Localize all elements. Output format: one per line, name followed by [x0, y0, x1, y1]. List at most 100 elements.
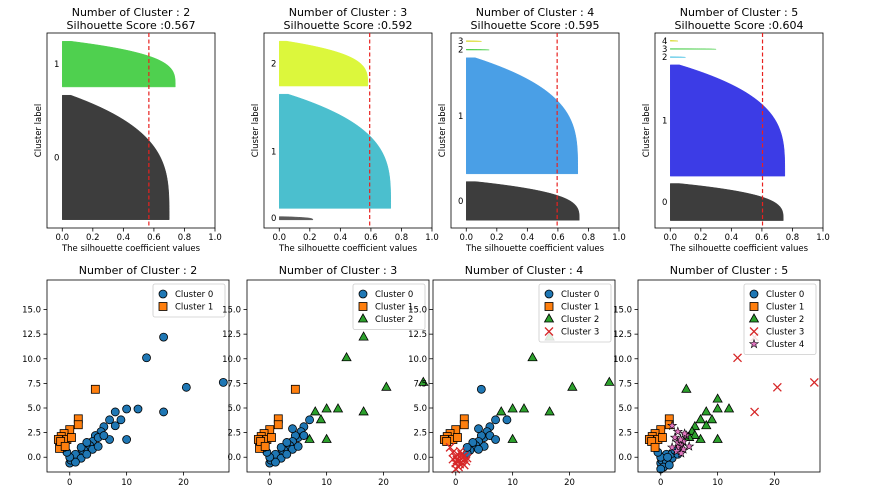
silhouette-cluster-0 — [279, 216, 314, 221]
y-axis-label: Cluster label — [251, 104, 261, 157]
chart-title: Number of Cluster : 2 — [79, 264, 198, 277]
legend-label: Cluster 0 — [766, 290, 804, 300]
data-point — [71, 457, 80, 467]
data-point — [669, 432, 681, 442]
data-point — [723, 403, 735, 413]
y-tick-label: 5.0 — [413, 404, 427, 414]
data-point — [445, 442, 455, 452]
y-tick-label: 7.5 — [227, 379, 241, 389]
data-point — [544, 406, 555, 416]
data-point — [544, 327, 554, 336]
y-tick-label: 15.0 — [408, 306, 427, 316]
axes-frame — [637, 279, 821, 473]
y-tick-label: 2.5 — [27, 429, 41, 439]
cluster-label-text: 3 — [458, 37, 463, 47]
data-point — [453, 433, 462, 442]
y-tick-label: 15.0 — [222, 306, 241, 316]
data-point — [650, 442, 660, 452]
data-point — [733, 353, 742, 363]
x-tick-label: 0.8 — [786, 233, 800, 243]
x-tick-label: 0.6 — [755, 233, 769, 243]
silhouette-cluster-1 — [670, 64, 786, 177]
data-point — [67, 433, 76, 442]
data-point — [105, 415, 114, 425]
data-point — [455, 459, 465, 469]
data-point — [689, 429, 701, 439]
x-tick-label: 20 — [769, 478, 780, 488]
data-point — [459, 420, 469, 430]
y-tick-label: 12.5 — [408, 330, 427, 340]
data-point — [507, 403, 518, 413]
cluster-label-text: 4 — [662, 37, 667, 47]
x-tick-label: 0.0 — [56, 233, 70, 243]
y-tick-label: 2.5 — [413, 429, 427, 439]
data-point — [809, 377, 819, 387]
x-tick-label: 0.8 — [582, 233, 596, 243]
y-tick-label: 15.0 — [613, 306, 632, 316]
data-point — [110, 407, 120, 417]
axes-frame — [46, 32, 216, 229]
data-point — [749, 289, 759, 299]
x-tick-label: 0.4 — [117, 233, 131, 243]
data-point — [701, 419, 712, 430]
x-tick-label: 0.4 — [521, 233, 535, 243]
data-point — [358, 331, 369, 341]
data-point — [461, 456, 471, 466]
legend-label: Cluster 4 — [766, 340, 804, 350]
data-point — [288, 424, 297, 434]
data-point — [282, 449, 292, 459]
data-point — [358, 289, 368, 299]
series-cluster-1 — [53, 384, 100, 453]
series-cluster-0 — [259, 415, 314, 468]
data-point — [679, 428, 690, 438]
data-point — [749, 327, 759, 336]
data-point — [442, 437, 452, 446]
axes-frame — [432, 279, 616, 473]
x-tick-label: 1.0 — [425, 233, 439, 243]
data-point — [491, 415, 500, 425]
data-point — [332, 403, 344, 413]
data-point — [672, 426, 683, 437]
legend-label: Cluster 0 — [561, 290, 599, 300]
data-point — [357, 313, 369, 323]
legend: Cluster 0 Cluster 1 Cluster 2 Cluster 3 — [538, 283, 612, 343]
silhouette-plot-2: 0 1 2 0.0 0.2 0.4 0.6 0.8 1.0 The silhouette coef… — [251, 6, 439, 254]
x-tick-label: 0 — [658, 478, 663, 488]
data-point — [133, 404, 143, 414]
data-point — [159, 407, 168, 417]
data-point — [110, 421, 120, 431]
data-point — [82, 449, 92, 459]
x-tick-label: 0.2 — [303, 233, 317, 243]
x-tick-label: 0.6 — [364, 233, 378, 243]
y-tick-label: 10.0 — [408, 355, 427, 365]
x-tick-label: 0.8 — [178, 233, 192, 243]
chart-subtitle: Silhouette Score :0.567 — [67, 19, 196, 32]
legend-label: Cluster 3 — [561, 328, 599, 338]
cluster-label-text: 0 — [662, 198, 667, 208]
y-tick-label: 5.0 — [27, 404, 41, 414]
chart-subtitle: Silhouette Score :0.604 — [675, 19, 804, 32]
y-tick-label: 2.5 — [618, 429, 632, 439]
chart-title: Number of Cluster : 2 — [72, 6, 191, 19]
x-axis-label: The silhouette coefficient values — [669, 244, 809, 254]
data-point — [76, 442, 86, 452]
silhouette-cluster-2 — [466, 49, 490, 51]
data-point — [358, 302, 368, 311]
y-axis-label: Cluster label — [34, 104, 44, 157]
data-point — [276, 442, 286, 452]
y-tick-label: 12.5 — [222, 330, 241, 340]
data-point — [142, 353, 151, 363]
x-tick-label: 0.2 — [490, 233, 504, 243]
data-point — [496, 406, 507, 416]
cluster-label-text: 1 — [54, 60, 59, 70]
data-point — [99, 431, 109, 440]
data-point — [671, 445, 682, 456]
scatter-plot-3: 0 10 20 0.0 2.5 5.0 7.5 10.0 12.5 15.0 Number of C… — [408, 264, 616, 488]
x-tick-label: 0 — [67, 478, 72, 488]
y-tick-label: 2.5 — [227, 429, 241, 439]
series-cluster-4 — [666, 420, 695, 458]
scatter-plot-1: 0 10 20 0.0 2.5 5.0 7.5 10.0 12.5 15.0 Number of C… — [22, 264, 230, 488]
data-point — [315, 413, 327, 424]
data-point — [73, 420, 83, 430]
